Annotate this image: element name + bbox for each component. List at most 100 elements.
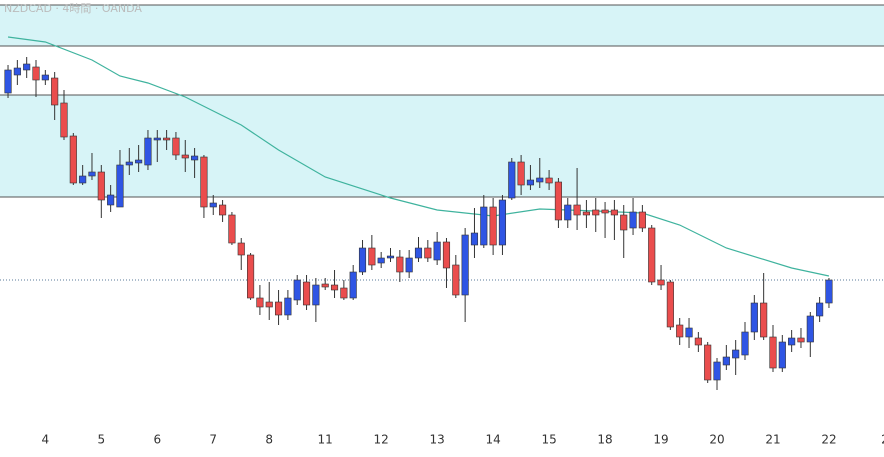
- x-tick-label: 22: [821, 433, 836, 447]
- candle-body: [321, 283, 329, 288]
- candle-body: [153, 137, 161, 141]
- candle-body: [116, 164, 124, 208]
- candle-body: [237, 242, 245, 256]
- candle-body: [536, 177, 544, 183]
- candle-body: [358, 247, 367, 273]
- candle-body: [97, 171, 105, 201]
- candle-body: [135, 159, 143, 164]
- candle-body: [592, 209, 600, 216]
- chart-title: NZDCAD · 4時間 · OANDA: [4, 2, 142, 15]
- candle-body: [489, 206, 497, 246]
- candle-body: [778, 341, 786, 369]
- candle-body: [750, 302, 758, 333]
- candle-body: [414, 247, 423, 259]
- candle-body: [181, 154, 189, 159]
- x-tick-label: 21: [765, 433, 780, 447]
- candle-body: [424, 247, 432, 259]
- candle-body: [694, 337, 702, 346]
- candle-body: [629, 211, 637, 229]
- zone: [0, 5, 884, 46]
- candle-body: [4, 69, 12, 94]
- candle-body: [657, 279, 665, 286]
- moving-average: [7, 36, 830, 277]
- candle-body: [23, 63, 31, 71]
- candle-body: [88, 171, 96, 177]
- x-tick-label: 5: [97, 433, 105, 447]
- candle-body: [209, 202, 217, 208]
- candle-body: [274, 301, 283, 316]
- candle-body: [219, 204, 227, 216]
- candle-body: [396, 256, 404, 273]
- candle-body: [340, 287, 348, 299]
- candle-body: [13, 67, 21, 76]
- candle-body: [788, 337, 796, 346]
- candle-body: [638, 211, 646, 229]
- x-tick-label: 18: [597, 433, 612, 447]
- x-tick-label: 14: [485, 433, 500, 447]
- candle-body: [760, 302, 768, 338]
- x-tick-label: 7: [209, 433, 217, 447]
- candle-body: [172, 137, 180, 156]
- x-tick-label: 2: [881, 433, 884, 447]
- candle-body: [526, 179, 535, 186]
- candle-body: [685, 327, 693, 338]
- candle-body: [144, 137, 152, 166]
- candle-body: [564, 204, 572, 221]
- candle-body: [545, 177, 553, 184]
- candle-body: [666, 281, 674, 328]
- candle-body: [377, 257, 385, 264]
- candle-body: [620, 214, 628, 231]
- candle-body: [825, 279, 833, 304]
- candle-body: [722, 356, 730, 366]
- candle-body: [601, 209, 609, 214]
- candle-body: [713, 361, 721, 381]
- x-tick-label: 19: [653, 433, 668, 447]
- candle-body: [442, 241, 451, 269]
- candle-body: [200, 156, 208, 208]
- candle-body: [284, 297, 292, 316]
- candle-body: [405, 257, 413, 273]
- candle-body: [69, 135, 77, 184]
- candle-body: [470, 232, 479, 246]
- candle-body: [349, 271, 357, 299]
- candle-body: [302, 281, 311, 306]
- candle-body: [79, 175, 87, 184]
- candle-body: [330, 284, 339, 291]
- candle-body: [816, 302, 824, 317]
- candle-body: [433, 241, 441, 261]
- candle-body: [386, 255, 395, 259]
- candle-body: [265, 301, 273, 308]
- candle-body: [32, 66, 40, 81]
- candle-body: [60, 102, 68, 138]
- candle-body: [293, 279, 301, 301]
- x-tick-label: 11: [318, 433, 333, 447]
- candle-body: [312, 284, 320, 306]
- candle-body: [256, 297, 264, 308]
- candle-body: [517, 161, 525, 186]
- candle-body: [51, 77, 59, 106]
- candle-body: [125, 161, 133, 166]
- candle-body: [554, 181, 562, 221]
- candle-body: [582, 211, 590, 216]
- x-tick-label: 20: [709, 433, 724, 447]
- candle-body: [769, 336, 777, 369]
- candle-body: [191, 155, 199, 161]
- candle-body: [648, 227, 656, 283]
- candle-body: [247, 254, 255, 299]
- candle-body: [508, 161, 516, 199]
- candle-body: [498, 199, 507, 246]
- zone: [0, 95, 884, 197]
- candle-body: [704, 344, 712, 381]
- x-tick-label: 15: [541, 433, 556, 447]
- x-tick-label: 8: [265, 433, 273, 447]
- candle-body: [806, 315, 814, 343]
- candle-body: [732, 349, 740, 359]
- candle-body: [452, 264, 460, 296]
- candle-body: [107, 194, 115, 206]
- candle-body: [228, 214, 236, 244]
- candle-body: [163, 137, 171, 141]
- candle-body: [573, 204, 581, 216]
- candle-body: [480, 206, 488, 246]
- x-tick-label: 4: [42, 433, 50, 447]
